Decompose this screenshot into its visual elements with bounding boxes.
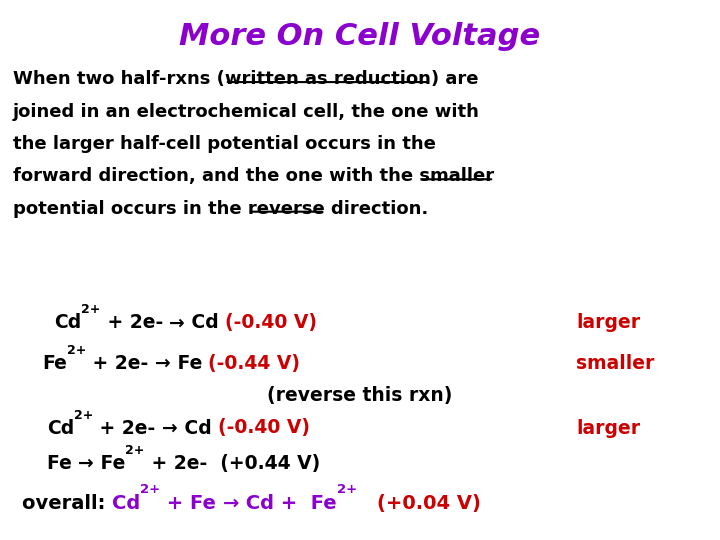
Text: (-0.44 V): (-0.44 V) <box>208 354 300 373</box>
Text: Fe: Fe <box>171 354 208 373</box>
Text: potential occurs in the reverse direction.: potential occurs in the reverse directio… <box>13 200 428 218</box>
Text: →: → <box>222 494 239 513</box>
Text: + 2e-: + 2e- <box>94 418 162 437</box>
Text: the larger half-cell potential occurs in the: the larger half-cell potential occurs in… <box>13 135 436 153</box>
Text: joined in an electrochemical cell, the one with: joined in an electrochemical cell, the o… <box>13 103 480 120</box>
Text: Cd: Cd <box>54 313 81 332</box>
Text: (+0.04 V): (+0.04 V) <box>377 494 481 513</box>
Text: Cd +  Fe: Cd + Fe <box>239 494 337 513</box>
Text: larger: larger <box>576 418 640 437</box>
Text: (-0.40 V): (-0.40 V) <box>225 313 318 332</box>
Text: + 2e-  (+0.44 V): + 2e- (+0.44 V) <box>145 454 320 472</box>
Text: →: → <box>162 418 178 437</box>
Text: More On Cell Voltage: More On Cell Voltage <box>179 22 541 51</box>
Text: + 2e-: + 2e- <box>101 313 169 332</box>
Text: →: → <box>78 454 94 472</box>
Text: 2+: 2+ <box>140 483 160 496</box>
Text: Fe: Fe <box>47 454 78 472</box>
Text: Cd: Cd <box>47 418 74 437</box>
Text: 2+: 2+ <box>125 444 145 457</box>
Text: →: → <box>169 313 185 332</box>
Text: overall:: overall: <box>22 494 112 513</box>
Text: Cd: Cd <box>112 494 140 513</box>
Text: + 2e-: + 2e- <box>86 354 155 373</box>
Text: Cd: Cd <box>185 313 225 332</box>
Text: →: → <box>155 354 171 373</box>
Text: 2+: 2+ <box>337 483 357 496</box>
Text: 2+: 2+ <box>74 409 94 422</box>
Text: Fe: Fe <box>94 454 125 472</box>
Text: Fe: Fe <box>42 354 67 373</box>
Text: Cd: Cd <box>178 418 218 437</box>
Text: larger: larger <box>576 313 640 332</box>
Text: forward direction, and the one with the smaller: forward direction, and the one with the … <box>13 167 494 185</box>
Text: When two half-rxns (written as reduction) are: When two half-rxns (written as reduction… <box>13 70 479 88</box>
Text: (reverse this rxn): (reverse this rxn) <box>267 386 453 405</box>
Text: smaller: smaller <box>576 354 654 373</box>
Text: 2+: 2+ <box>81 303 101 316</box>
Text: 2+: 2+ <box>67 344 86 357</box>
Text: (-0.40 V): (-0.40 V) <box>218 418 310 437</box>
Text: + Fe: + Fe <box>160 494 222 513</box>
